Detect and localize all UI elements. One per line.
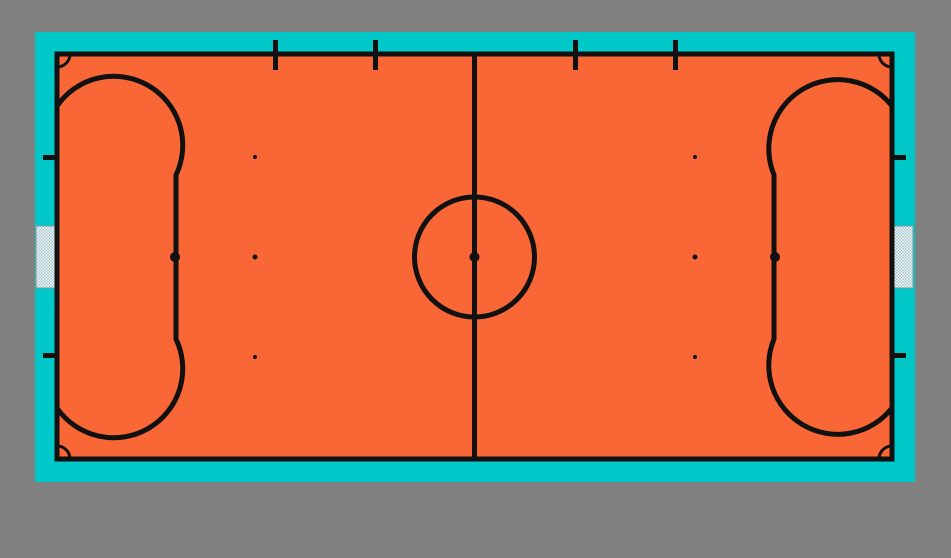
corner-arc-top-right [877, 53, 893, 69]
left-goal[interactable] [35, 225, 58, 289]
corner-arc-bottom-right [877, 444, 893, 460]
left-mark-top [253, 155, 257, 159]
left-mark-bottom [253, 355, 257, 359]
center-circle [412, 194, 537, 320]
corner-arc-bottom-left [56, 444, 72, 460]
right-goal-net [891, 225, 914, 289]
right-mark-top [693, 155, 697, 159]
right-goal[interactable] [891, 225, 914, 289]
left-goal-net [35, 225, 58, 289]
corner-arc-top-left [56, 53, 72, 69]
right-penalty-spot [770, 252, 780, 262]
center-spot [469, 252, 480, 262]
right-second-penalty-spot [692, 254, 698, 260]
right-mark-bottom [693, 355, 697, 359]
left-penalty-spot [170, 252, 180, 262]
left-second-penalty-spot [252, 254, 258, 260]
